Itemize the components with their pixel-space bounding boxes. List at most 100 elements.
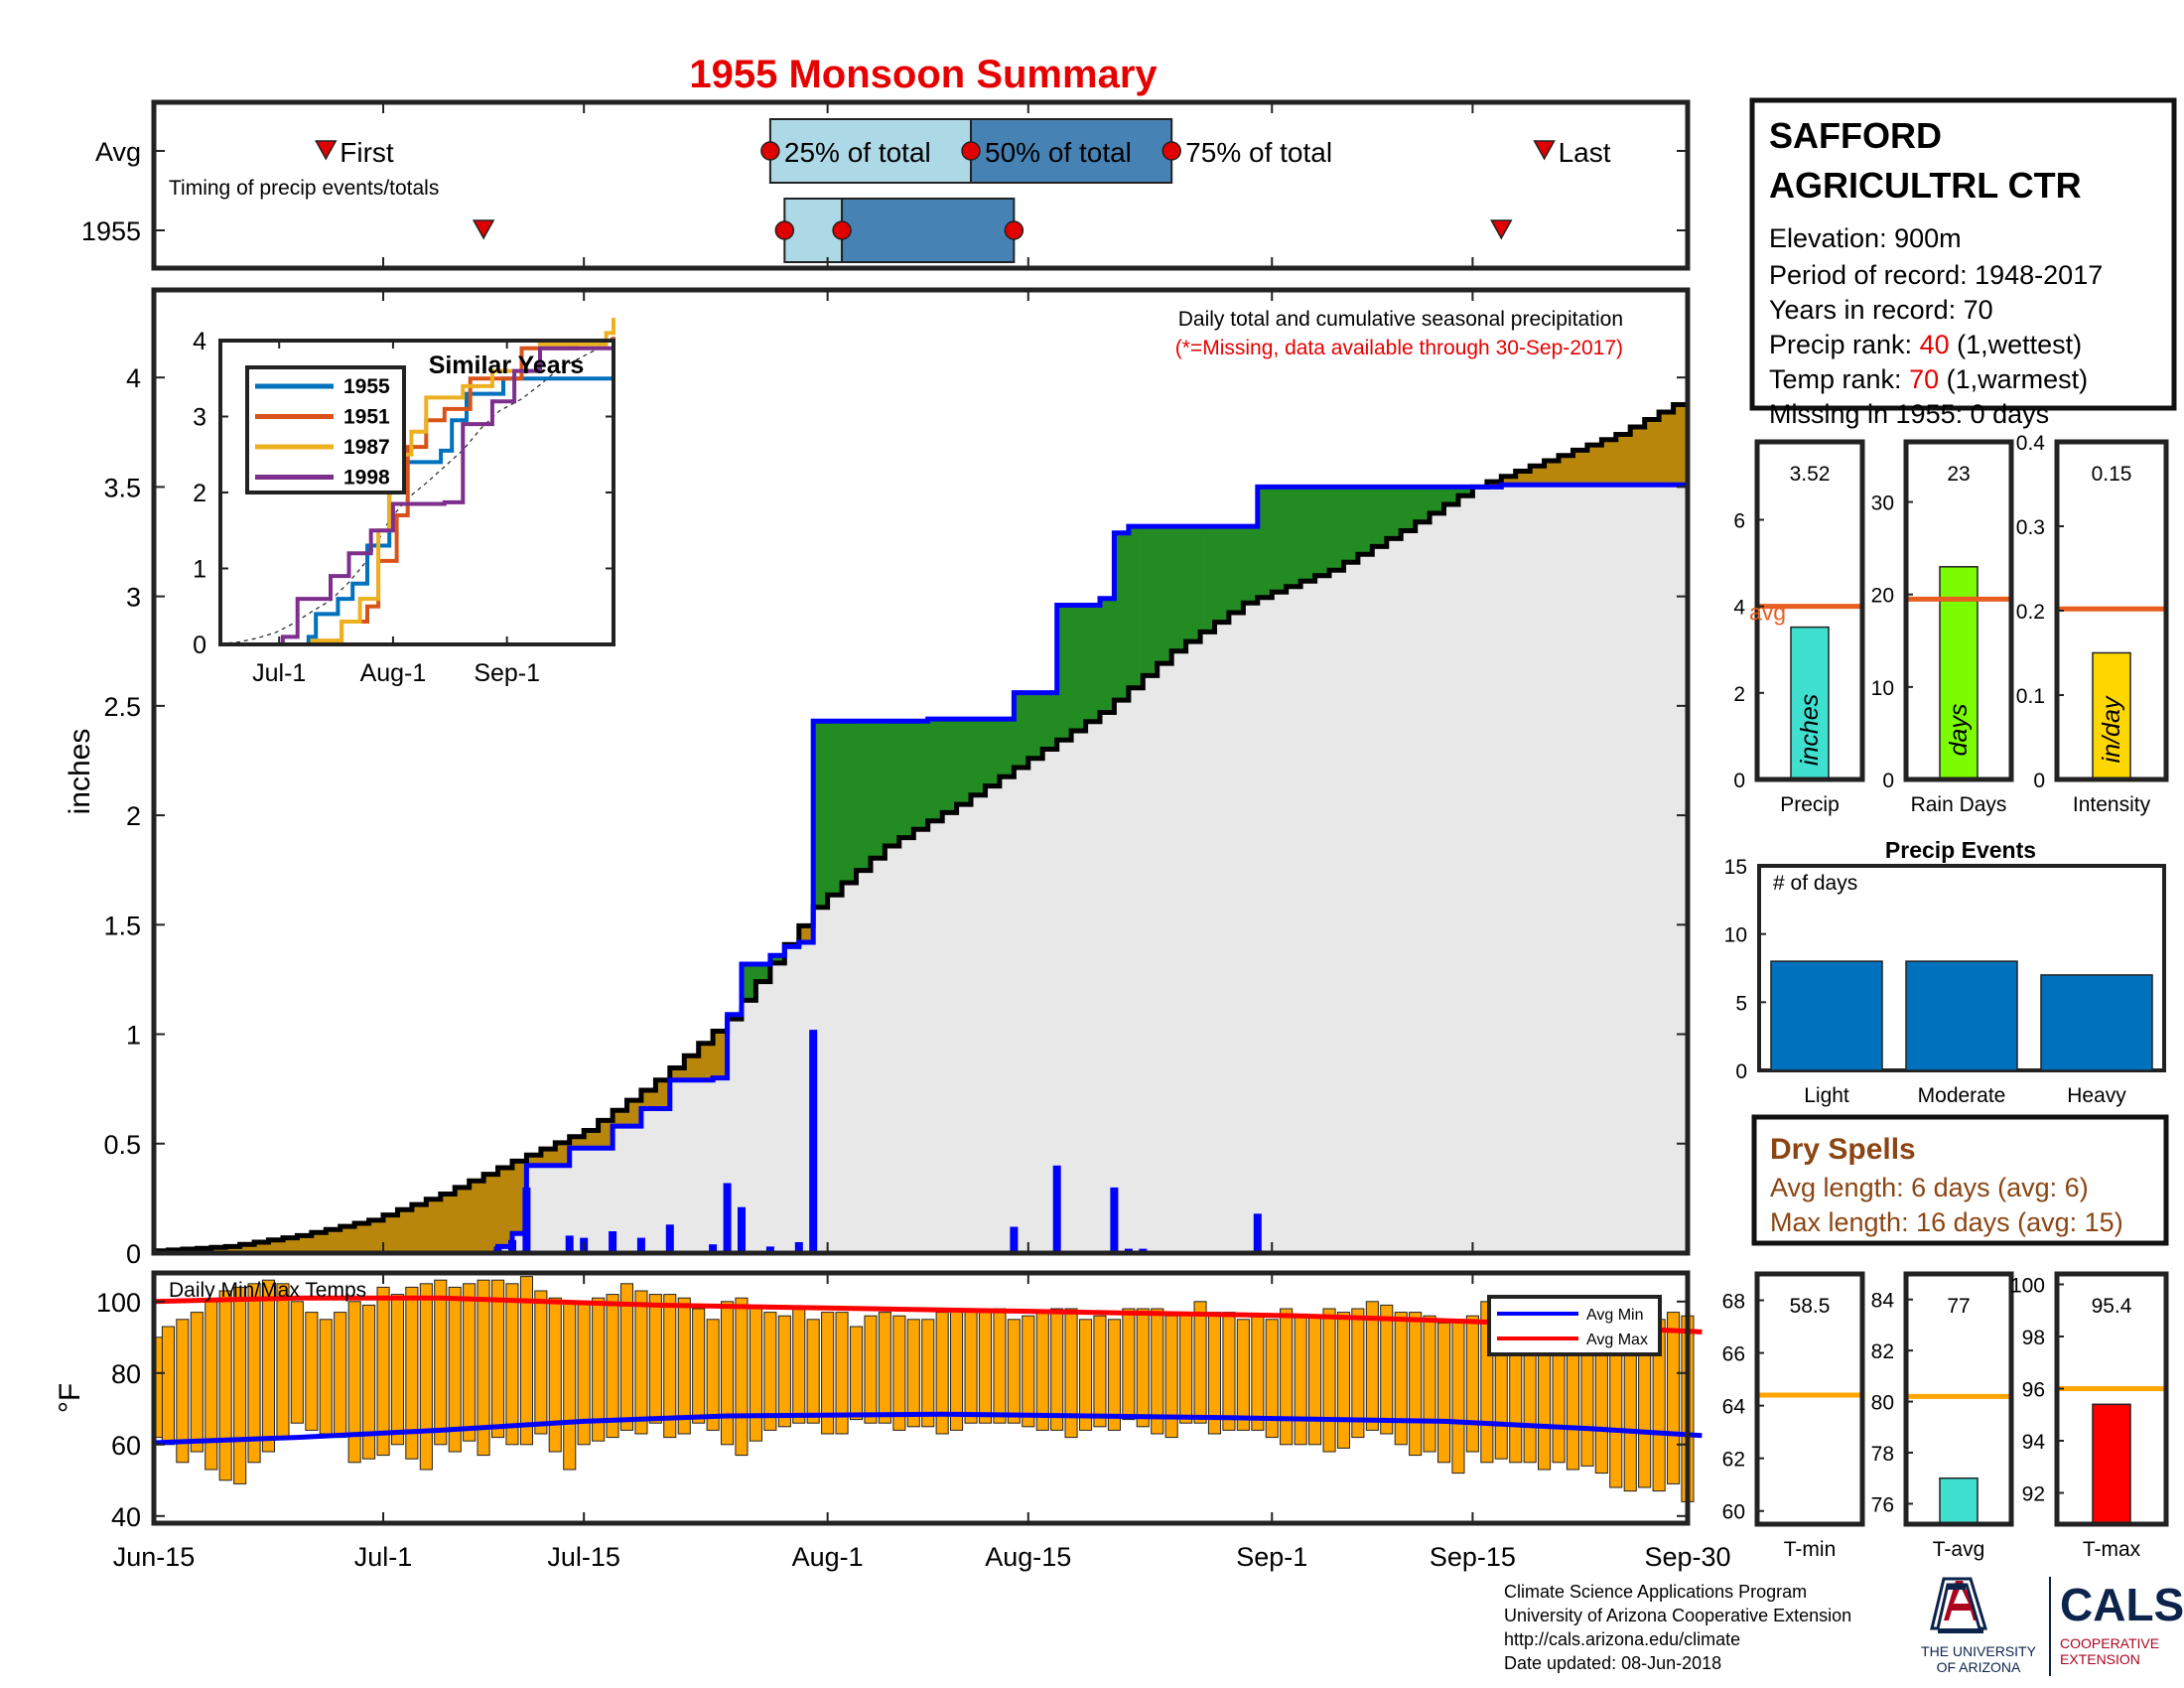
- daily-temp-bar: [1394, 1312, 1408, 1446]
- below-average-area: [1522, 471, 1531, 486]
- main-chart-title: Daily total and cumulative seasonal prec…: [1178, 308, 1623, 331]
- daily-temp-bar: [663, 1294, 677, 1439]
- precip-rank-label: Precip rank:: [1769, 330, 1920, 359]
- below-average-area: [354, 1223, 362, 1253]
- timing-quartile-dot: [1161, 141, 1181, 161]
- below-average-area: [691, 1055, 700, 1080]
- timing-q75-label: 75% of total: [1185, 137, 1332, 168]
- cumulative-base-area: [154, 483, 1688, 1253]
- timing-quartile-dot: [1004, 220, 1024, 240]
- daily-temp-bar: [721, 1301, 735, 1446]
- below-average-area: [1508, 476, 1517, 486]
- below-average-area: [605, 1120, 614, 1149]
- temps-ytick-label: 60: [111, 1431, 141, 1461]
- timing-q25-label: 25% of total: [784, 137, 931, 168]
- daily-temp-bar: [921, 1319, 935, 1428]
- main-ytick-label: 1: [126, 1021, 141, 1051]
- below-average-area: [648, 1090, 656, 1109]
- daily-temp-bar: [1465, 1315, 1479, 1453]
- daily-temp-bar: [1251, 1315, 1265, 1431]
- daily-temp-bar: [305, 1312, 319, 1431]
- above-average-area: [1114, 532, 1123, 701]
- above-average-area: [749, 964, 756, 1001]
- below-average-area: [562, 1142, 571, 1166]
- above-average-area: [942, 719, 950, 813]
- below-average-area: [390, 1214, 398, 1253]
- timing-quartile-dot: [961, 141, 981, 161]
- above-average-area: [1063, 605, 1072, 741]
- precip-ytick-label: 2: [1733, 683, 1745, 706]
- above-average-area: [1243, 526, 1252, 604]
- raindays-ytick-label: 20: [1871, 585, 1894, 608]
- below-average-area: [720, 1031, 729, 1078]
- above-average-area: [1092, 605, 1101, 722]
- below-average-area: [210, 1247, 219, 1253]
- above-average-area: [762, 964, 771, 982]
- above-average-area: [985, 719, 994, 786]
- below-average-area: [346, 1226, 355, 1253]
- above-average-area: [1293, 487, 1301, 587]
- below-average-area: [798, 925, 807, 942]
- avg-min-temp-line: [153, 1411, 1703, 1446]
- above-average-area: [898, 721, 907, 838]
- xtick-label: Sep-1: [1236, 1542, 1307, 1572]
- station-precip-rank: Precip rank: 40 (1,wettest): [1769, 330, 2082, 359]
- station-name-line1: SAFFORD: [1769, 115, 1942, 156]
- station-name-line2: AGRICULTRL CTR: [1769, 165, 2082, 206]
- above-average-area: [1430, 487, 1437, 513]
- below-average-area: [540, 1149, 549, 1166]
- below-average-area: [662, 1079, 671, 1109]
- below-average-area: [548, 1149, 556, 1166]
- below-average-area: [677, 1067, 685, 1080]
- above-average-area: [1192, 526, 1201, 642]
- intensity-ytick-label: 0: [2033, 770, 2045, 792]
- daily-temp-bar: [763, 1312, 777, 1431]
- daily-temp-bar: [806, 1319, 820, 1424]
- below-average-area: [1630, 427, 1638, 486]
- similar-xtick-label: Aug-1: [360, 659, 427, 687]
- dry-spells-avg: Avg length: 6 days (avg: 6): [1770, 1173, 2089, 1202]
- precip-events-ylabel: # of days: [1773, 872, 1857, 895]
- station-info-box: SAFFORD AGRICULTRL CTR Elevation: 900m P…: [1749, 97, 2177, 411]
- above-average-area: [1056, 605, 1065, 741]
- timing-first-last-triangle: [314, 140, 338, 161]
- precip-event-category: Light: [1804, 1084, 1849, 1107]
- similar-ytick-label: 4: [193, 328, 206, 355]
- daily-temp-bar: [1294, 1315, 1307, 1446]
- tmax-ytick-label: 92: [2022, 1483, 2045, 1506]
- daily-temp-bar: [519, 1276, 534, 1446]
- similar-ytick-label: 0: [193, 632, 206, 659]
- daily-temp-bar: [864, 1315, 878, 1424]
- intensity-ytick-label: 0.2: [2016, 601, 2045, 624]
- precip-events-ytick-label: 0: [1735, 1060, 1747, 1083]
- daily-precip-bar: [709, 1244, 718, 1253]
- below-average-area: [361, 1223, 370, 1253]
- precip-frame: [1754, 439, 1865, 782]
- tmin-ytick-label: 60: [1722, 1501, 1745, 1524]
- timing-panel: Avg 1955 Timing of precip events/totals …: [81, 99, 1691, 271]
- daily-temp-bar: [176, 1319, 190, 1464]
- daily-temp-bar: [434, 1279, 448, 1446]
- above-average-area: [827, 721, 836, 896]
- below-average-area: [297, 1235, 306, 1253]
- intensity-xlabel: Intensity: [2073, 793, 2151, 816]
- below-average-area: [1501, 476, 1510, 486]
- similar-xtick-label: Sep-1: [474, 659, 540, 687]
- below-average-area: [619, 1110, 628, 1127]
- below-average-area: [440, 1194, 449, 1253]
- station-elevation: Elevation: 900m: [1769, 223, 1962, 253]
- above-average-area: [1394, 487, 1402, 539]
- dry-spells-box: Dry Spells Avg length: 6 days (avg: 6) M…: [1751, 1114, 2169, 1246]
- below-average-area: [1494, 482, 1502, 488]
- daily-temp-bar: [1136, 1308, 1150, 1428]
- below-average-area: [340, 1226, 348, 1253]
- daily-temp-bar: [1380, 1304, 1394, 1435]
- above-average-area: [1314, 487, 1323, 576]
- below-average-area: [598, 1120, 607, 1149]
- daily-precip-bar: [1253, 1213, 1262, 1253]
- above-average-area: [1357, 487, 1366, 555]
- tavg-xlabel: T-avg: [1933, 1538, 1985, 1561]
- above-average-area: [1408, 487, 1417, 531]
- temp-rank-suffix: (1,warmest): [1939, 364, 2088, 394]
- timing-q50-label: 50% of total: [985, 137, 1132, 168]
